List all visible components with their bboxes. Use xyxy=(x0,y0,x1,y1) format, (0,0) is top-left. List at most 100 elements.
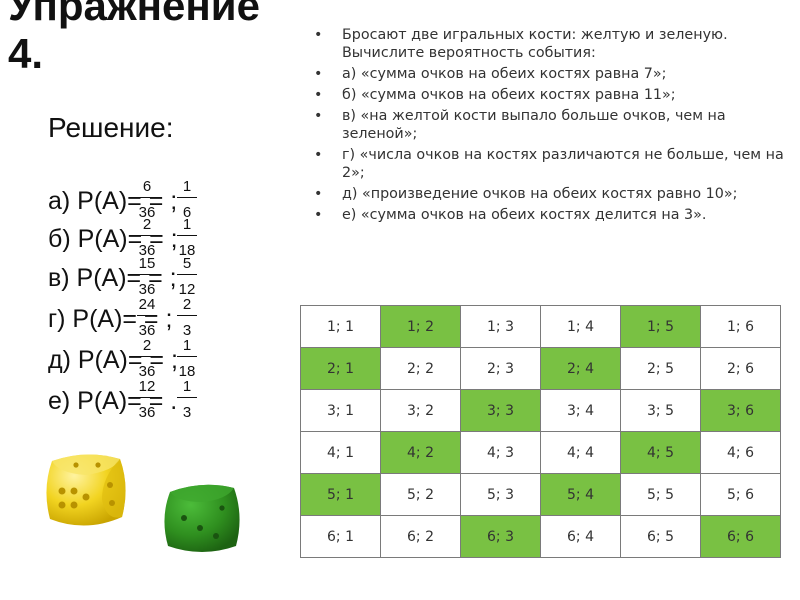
solution-item-label: е) P(A)= = . xyxy=(48,387,178,415)
table-cell: 4; 4 xyxy=(540,431,621,474)
table-cell: 3; 5 xyxy=(620,389,701,432)
fraction-denominator: 6 xyxy=(182,204,192,221)
fraction-numerator: 2 xyxy=(142,337,152,354)
task-text: а) «сумма очков на обеих костях равна 7»… xyxy=(342,66,667,82)
fraction-numerator: 1 xyxy=(182,216,192,233)
fraction-numerator: 24 xyxy=(138,296,156,313)
table-cell: 2; 2 xyxy=(380,347,461,390)
fraction-numerator: 1 xyxy=(182,378,192,395)
solution-item-label: в) P(A)= = ; xyxy=(48,264,177,292)
task-item: • е) «сумма очков на обеих костях делится… xyxy=(312,206,792,224)
solution-item-label: д) P(A)= = ; xyxy=(48,346,178,374)
table-cell-highlighted: 5; 1 xyxy=(300,473,381,516)
table-cell-highlighted: 1; 5 xyxy=(620,305,701,348)
table-cell: 5; 2 xyxy=(380,473,461,516)
fraction-numerator: 6 xyxy=(142,178,152,195)
task-item: • д) «произведение очков на обеих костях … xyxy=(312,185,792,203)
fraction-denominator: 36 xyxy=(138,281,156,298)
table-cell: 1; 4 xyxy=(540,305,621,348)
table-cell-highlighted: 3; 3 xyxy=(460,389,541,432)
task-text: г) «числа очков на костях различаются не… xyxy=(342,147,784,181)
table-cell: 5; 5 xyxy=(620,473,701,516)
fraction-numerator: 2 xyxy=(182,296,192,313)
fraction-denominator: 36 xyxy=(138,204,156,221)
task-text: Бросают две игральных кости: желтую и зе… xyxy=(342,27,728,61)
bullet-icon: • xyxy=(314,147,323,163)
table-cell: 4; 1 xyxy=(300,431,381,474)
fraction-bar xyxy=(177,235,197,236)
table-cell-highlighted: 6; 6 xyxy=(700,515,781,558)
fraction-numerator: 1 xyxy=(182,337,192,354)
fraction-numerator: 12 xyxy=(138,378,156,395)
table-cell: 6; 4 xyxy=(540,515,621,558)
table-cell: 1; 3 xyxy=(460,305,541,348)
fraction-numerator: 15 xyxy=(138,255,156,272)
fraction-denominator: 36 xyxy=(138,363,156,380)
solution-item-label: а) P(A)= = ; xyxy=(48,187,178,215)
fraction-bar xyxy=(137,356,157,357)
bullet-icon: • xyxy=(314,186,323,202)
task-text: в) «на желтой кости выпало больше очков,… xyxy=(342,108,726,142)
task-item: • Бросают две игральных кости: желтую и з… xyxy=(312,26,792,62)
table-cell-highlighted: 3; 6 xyxy=(700,389,781,432)
fraction-denominator: 3 xyxy=(182,322,192,339)
bullet-icon: • xyxy=(314,87,323,103)
table-cell: 4; 3 xyxy=(460,431,541,474)
table-row: 4; 1 4; 2 4; 3 4; 4 4; 5 4; 6 xyxy=(300,431,781,474)
solution-item-label: б) P(A)= = ; xyxy=(48,225,178,253)
table-cell: 6; 2 xyxy=(380,515,461,558)
table-cell: 5; 3 xyxy=(460,473,541,516)
table-cell-highlighted: 4; 2 xyxy=(380,431,461,474)
task-text: е) «сумма очков на обеих костях делится … xyxy=(342,207,707,223)
fraction-bar xyxy=(137,397,157,398)
solution-heading: Решение: xyxy=(48,112,174,143)
fraction-denominator: 36 xyxy=(138,242,156,259)
fraction-numerator: 1 xyxy=(182,178,192,195)
table-cell: 1; 1 xyxy=(300,305,381,348)
task-text: б) «сумма очков на обеих костях равна 11… xyxy=(342,87,676,103)
table-cell: 5; 6 xyxy=(700,473,781,516)
fraction-bar xyxy=(177,397,197,398)
fraction-numerator: 5 xyxy=(182,255,192,272)
green-die-icon xyxy=(164,484,240,552)
fraction-bar xyxy=(177,197,197,198)
bullet-icon: • xyxy=(314,27,323,43)
fraction-bar xyxy=(137,315,157,316)
task-item: • в) «на желтой кости выпало больше очков… xyxy=(312,107,792,143)
table-row: 2; 1 2; 2 2; 3 2; 4 2; 5 2; 6 xyxy=(300,347,781,390)
table-cell: 3; 1 xyxy=(300,389,381,432)
fraction-denominator: 18 xyxy=(178,242,196,259)
yellow-die-icon xyxy=(46,454,126,526)
table-cell-highlighted: 2; 4 xyxy=(540,347,621,390)
table-cell: 3; 4 xyxy=(540,389,621,432)
slide-title-line-1: Упражнение xyxy=(8,0,260,29)
fraction-bar xyxy=(177,274,197,275)
task-text: д) «произведение очков на обеих костях р… xyxy=(342,186,738,202)
task-item: • г) «числа очков на костях различаются н… xyxy=(312,146,792,182)
fraction-bar xyxy=(177,315,197,316)
fraction-bar xyxy=(137,274,157,275)
table-cell: 2; 3 xyxy=(460,347,541,390)
table-cell-highlighted: 4; 5 xyxy=(620,431,701,474)
table-cell: 2; 5 xyxy=(620,347,701,390)
table-cell-highlighted: 1; 2 xyxy=(380,305,461,348)
task-list: • Бросают две игральных кости: желтую и з… xyxy=(312,26,792,227)
table-cell: 3; 2 xyxy=(380,389,461,432)
slide-title-line-2: 4. xyxy=(8,30,44,77)
table-row: 1; 1 1; 2 1; 3 1; 4 1; 5 1; 6 xyxy=(300,305,781,348)
fraction-denominator: 18 xyxy=(178,363,196,380)
table-cell-highlighted: 2; 1 xyxy=(300,347,381,390)
outcomes-table: 1; 1 1; 2 1; 3 1; 4 1; 5 1; 6 2; 1 2; 2 2; 3 2; 4… xyxy=(300,305,781,558)
fraction-bar xyxy=(137,235,157,236)
table-row: 5; 1 5; 2 5; 3 5; 4 5; 5 5; 6 xyxy=(300,473,781,516)
bullet-icon: • xyxy=(314,66,323,82)
solution-item-label: г) P(A)= = ; xyxy=(48,305,173,333)
task-item: • б) «сумма очков на обеих костях равна 1… xyxy=(312,86,792,104)
table-cell: 1; 6 xyxy=(700,305,781,348)
bullet-icon: • xyxy=(314,108,323,124)
fraction-bar xyxy=(137,197,157,198)
table-cell: 6; 5 xyxy=(620,515,701,558)
task-item: • а) «сумма очков на обеих костях равна 7… xyxy=(312,65,792,83)
fraction-denominator: 36 xyxy=(138,404,156,421)
table-row: 6; 1 6; 2 6; 3 6; 4 6; 5 6; 6 xyxy=(300,515,781,558)
